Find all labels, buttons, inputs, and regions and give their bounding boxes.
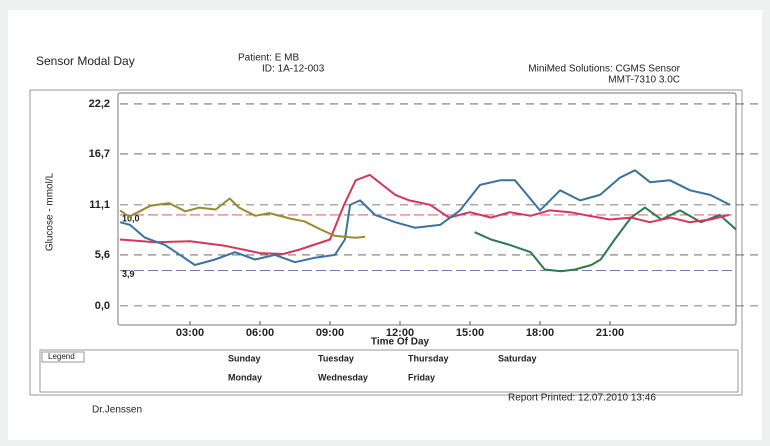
x-tick-label: 18:00	[526, 327, 554, 339]
x-axis-label: Time Of Day	[371, 337, 430, 348]
legend-entry: Wednesday	[318, 372, 368, 382]
legend-entry: Sunday	[228, 353, 261, 363]
x-tick-label: 09:00	[316, 327, 344, 339]
model: MMT-7310 3.0C	[608, 75, 680, 86]
legend-entry: Tuesday	[318, 353, 354, 363]
x-tick-label: 15:00	[456, 327, 484, 339]
legend-box	[39, 349, 739, 393]
series-line	[119, 169, 731, 266]
system: MiniMed Solutions: CGMS Sensor	[528, 64, 680, 75]
y-axis-label: Glucose - mmol/L	[45, 172, 56, 251]
plot-area	[117, 92, 737, 326]
printed: Report Printed: 12.07.2010 13:46	[508, 393, 656, 404]
report-title: Sensor Modal Day	[36, 54, 135, 68]
threshold-label: 10,0	[122, 213, 140, 223]
doctor: Dr.Jenssen	[92, 405, 142, 416]
legend-entry: Thursday	[408, 353, 449, 363]
y-tick-label: 11,1	[89, 199, 110, 211]
series-line	[474, 206, 737, 273]
legend-title: Legend	[48, 352, 75, 361]
patient: Patient: E MB	[238, 53, 299, 64]
x-tick-label: 12:00	[386, 327, 414, 339]
legend-title-box	[41, 351, 85, 363]
series-line	[119, 197, 366, 239]
y-tick-label: 5,6	[95, 249, 110, 261]
chart-frame	[29, 89, 743, 396]
series-line	[119, 173, 730, 255]
legend-entry: Friday	[408, 372, 435, 382]
patient-id: ID: 1A-12-003	[262, 64, 325, 75]
x-tick-label: 06:00	[246, 327, 274, 339]
y-tick-label: 16,7	[89, 148, 110, 160]
x-tick-label: 21:00	[596, 327, 624, 339]
threshold-label: 3,9	[122, 269, 135, 279]
paper	[8, 10, 762, 440]
y-tick-label: 22,2	[89, 98, 110, 110]
legend-entry: Monday	[228, 372, 262, 382]
x-tick-label: 03:00	[176, 327, 204, 339]
legend-entry: Saturday	[498, 353, 537, 363]
y-tick-label: 0,0	[95, 300, 110, 312]
